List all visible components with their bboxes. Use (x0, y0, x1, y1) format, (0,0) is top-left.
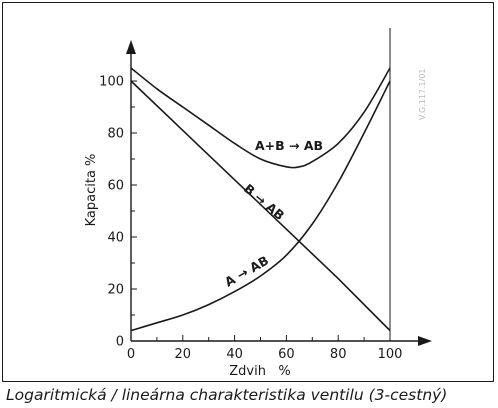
x-axis-arrow (418, 336, 432, 346)
series-label-a-plus-b: A+B → AB (255, 138, 323, 153)
x-tick-label: 20 (175, 347, 192, 362)
y-axis-arrow (126, 40, 136, 54)
x-tick-label: 100 (378, 347, 403, 362)
y-tick-label: 80 (107, 127, 124, 142)
y-tick-label: 60 (107, 179, 124, 194)
y-axis-title: Kapacita % (84, 154, 99, 227)
series-line-b (130, 80, 391, 332)
x-tick-label: 80 (330, 347, 347, 362)
series-label-b: B → AB (241, 181, 287, 223)
y-tick-label: 100 (99, 75, 124, 90)
y-tick-label: 0 (116, 335, 124, 350)
series-line-a-plus-b (130, 67, 391, 169)
y-tick-label: 20 (107, 283, 124, 298)
y-tick-label: 40 (107, 231, 124, 246)
watermark: V.G.117.1/01 (418, 68, 427, 120)
x-tick-label: 60 (278, 347, 295, 362)
series-line-a (130, 80, 391, 332)
x-axis-title: Zdvih % (229, 364, 290, 379)
x-tick-label: 0 (127, 347, 135, 362)
chart-caption: Logaritmická / lineárna charakteristika … (6, 386, 448, 404)
x-tick-label: 40 (226, 347, 243, 362)
chart-plot: 0 20 40 60 80 100 0 20 40 60 80 100 Kapacita % Zdvi… (84, 28, 432, 379)
